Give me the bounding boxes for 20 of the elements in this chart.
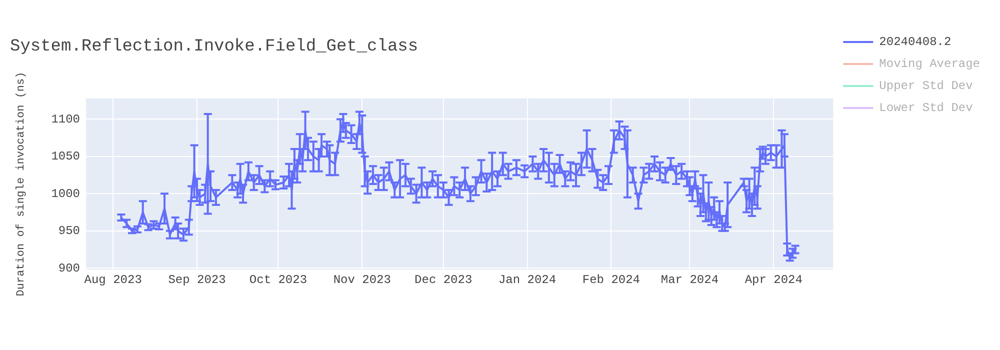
x-tick-label: Dec 2023: [414, 272, 472, 287]
x-tick-label: Nov 2023: [333, 272, 391, 287]
y-tick-label: 1100: [51, 112, 80, 126]
legend-label: Lower Std Dev: [879, 101, 973, 116]
y-tick-label: 1050: [51, 150, 80, 164]
x-tick-label: Oct 2023: [249, 272, 308, 287]
y-tick-label: 900: [58, 261, 80, 276]
x-tick-label: Feb 2024: [582, 272, 640, 287]
x-tick-label: Apr 2024: [744, 272, 802, 287]
legend-label: 20240408.2: [879, 35, 952, 50]
chart-title: System.Reflection.Invoke.Field_Get_class: [10, 38, 418, 57]
x-tick-label: Sep 2023: [168, 272, 226, 287]
x-tick-label: Mar 2024: [660, 272, 719, 287]
y-axis-title: Duration of single invocation (ns): [16, 72, 28, 296]
x-tick-label: Aug 2023: [84, 272, 142, 287]
x-tick-label: Jan 2024: [498, 272, 556, 287]
y-tick-label: 950: [58, 224, 80, 238]
legend-label: Upper Std Dev: [879, 79, 973, 94]
legend-label: Moving Average: [879, 57, 980, 72]
y-tick-label: 1000: [51, 186, 80, 201]
